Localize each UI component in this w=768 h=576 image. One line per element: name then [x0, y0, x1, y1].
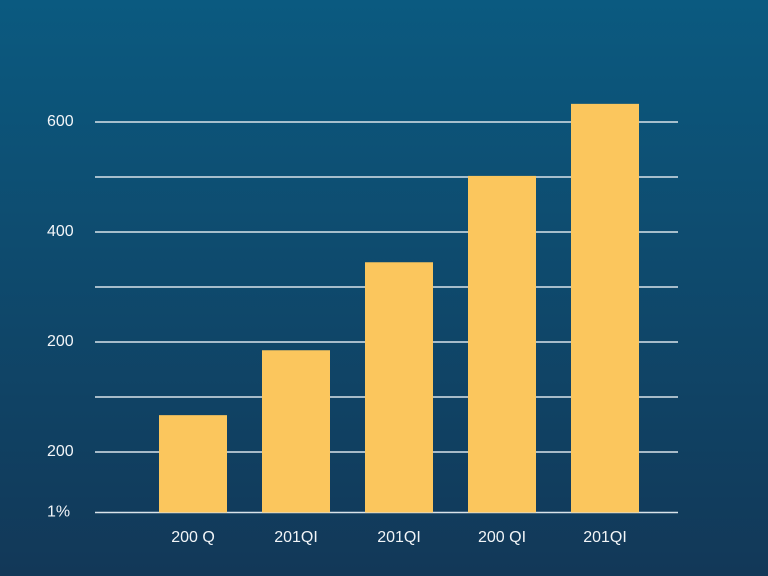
bar — [365, 262, 433, 513]
x-tick-label: 201QI — [583, 529, 627, 546]
y-tick-label: 600 — [47, 113, 74, 130]
x-tick-label: 201QI — [377, 529, 421, 546]
y-tick-label: 1% — [47, 504, 70, 521]
x-tick-label: 200 QI — [478, 529, 526, 546]
y-tick-label: 400 — [47, 223, 74, 240]
y-tick-label: 200 — [47, 333, 74, 350]
y-tick-label: 200 — [47, 443, 74, 460]
x-tick-label: 200 Q — [171, 529, 215, 546]
bar — [571, 103, 639, 513]
x-tick-label: 201QI — [274, 529, 318, 546]
bar — [159, 415, 227, 513]
bar — [262, 350, 330, 513]
bar — [468, 175, 536, 513]
